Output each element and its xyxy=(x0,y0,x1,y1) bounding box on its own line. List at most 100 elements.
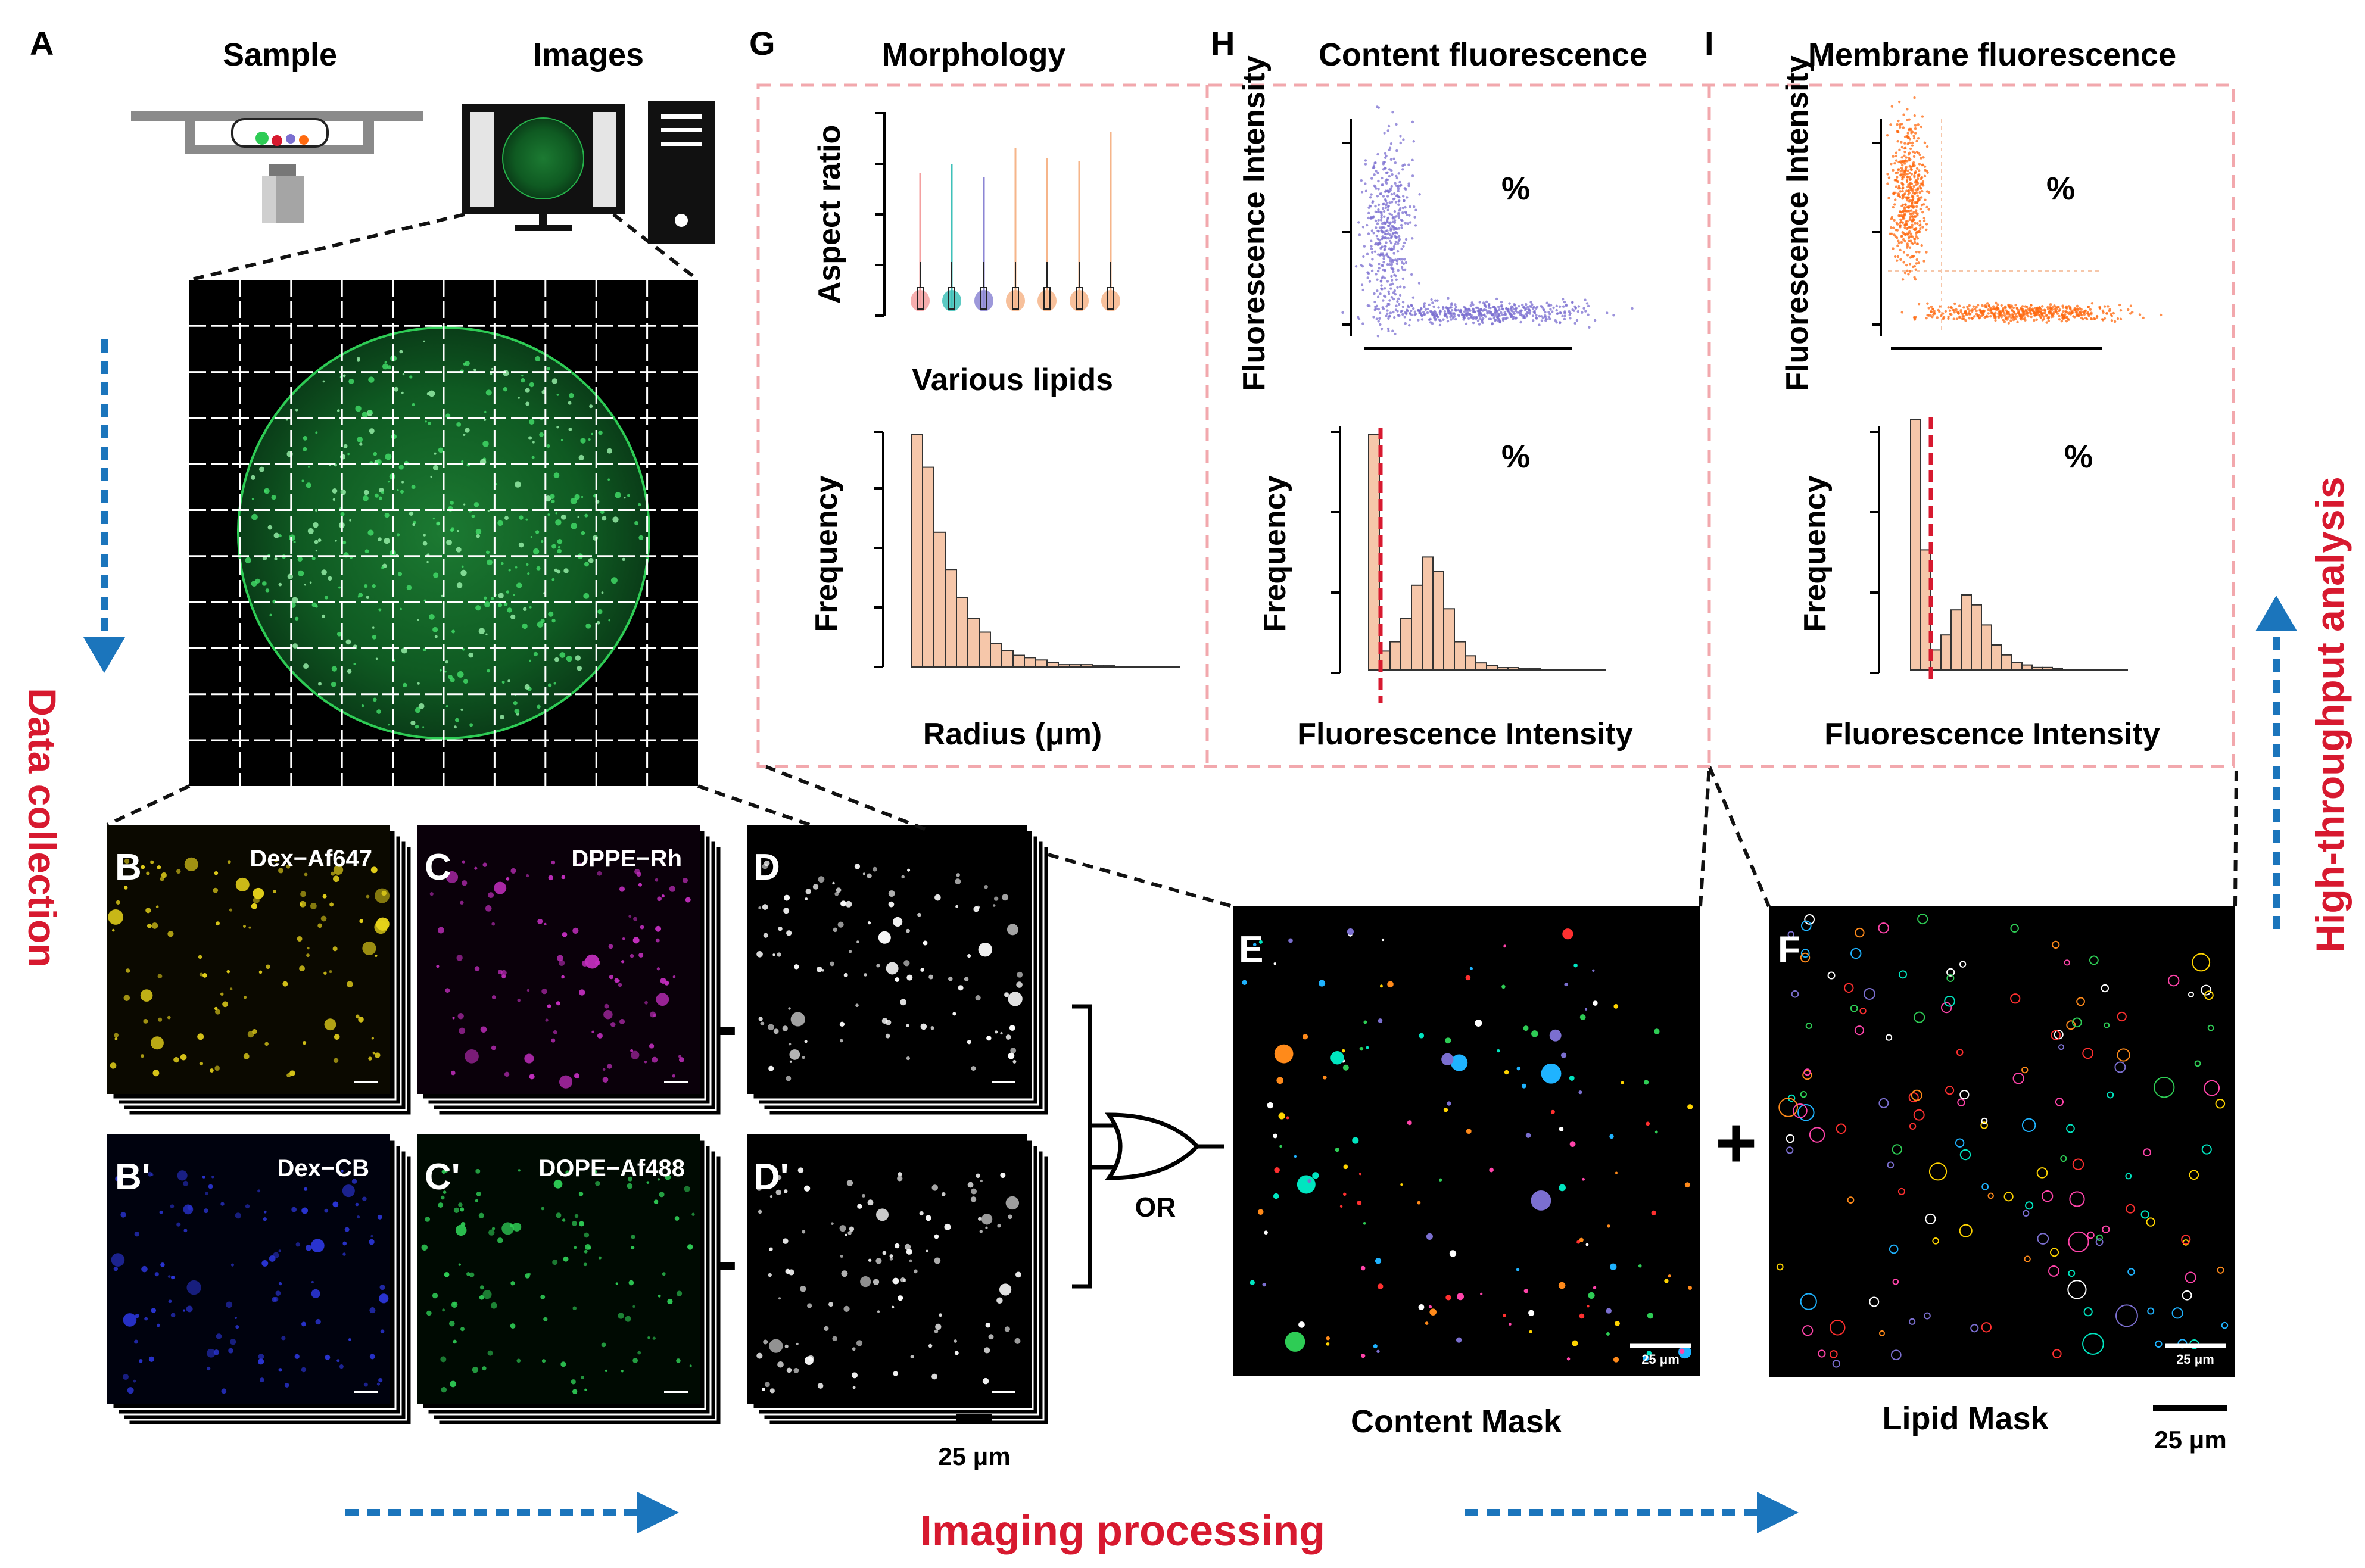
hist-bar xyxy=(1961,594,1972,671)
stack-speckle xyxy=(150,1036,164,1050)
content-blob xyxy=(1549,1029,1562,1042)
speckle xyxy=(460,708,463,712)
speckle xyxy=(340,512,345,516)
scatter-point xyxy=(1437,306,1440,309)
scatter-point xyxy=(1385,241,1388,244)
stack-speckle xyxy=(773,1028,779,1034)
stack-speckle xyxy=(897,1176,903,1182)
lipid-ring xyxy=(2147,1307,2155,1315)
scatter-point xyxy=(1896,180,1899,183)
scatter-point xyxy=(1909,209,1913,212)
scatter-point xyxy=(1549,304,1553,307)
speckle xyxy=(471,514,475,518)
stack-speckle xyxy=(683,877,688,883)
scatter-point xyxy=(1925,251,1928,254)
content-blob xyxy=(1668,1274,1671,1278)
speckle xyxy=(456,582,463,588)
speckle xyxy=(498,593,504,598)
scatter-point xyxy=(1925,317,1928,320)
scatter-point xyxy=(1450,318,1453,321)
scatter-point xyxy=(1915,180,1918,183)
content-blob xyxy=(1469,967,1473,970)
stack-speckle xyxy=(805,897,808,900)
e-scale-label: 25 μm xyxy=(1641,1352,1680,1367)
scatter-point xyxy=(1914,278,1917,281)
stack-speckle xyxy=(786,1367,792,1373)
stack-speckle xyxy=(197,1033,204,1040)
stack-speckle xyxy=(210,1068,214,1073)
stack-speckle xyxy=(804,1185,811,1192)
scatter-point xyxy=(1376,229,1379,232)
content-blob xyxy=(1588,1292,1595,1299)
stack-speckle xyxy=(762,904,768,910)
speckle xyxy=(384,361,387,364)
content-blob xyxy=(1426,1233,1433,1240)
content-blob xyxy=(1357,1201,1362,1205)
stack-speckle xyxy=(559,1075,573,1089)
stack-speckle xyxy=(852,1386,856,1389)
scatter-point xyxy=(1921,163,1924,167)
scatter-point xyxy=(1576,310,1579,313)
scatter-point xyxy=(1387,290,1390,294)
scatter-point xyxy=(1391,110,1394,114)
stack-speckle xyxy=(151,922,158,929)
lipid-ring xyxy=(1803,1068,1811,1076)
panel-label-i: I xyxy=(1705,24,1714,62)
scatter-point xyxy=(1911,144,1914,147)
scatter-point xyxy=(2058,314,2061,317)
hist-bar xyxy=(922,466,934,668)
stack-speckle xyxy=(324,1018,336,1031)
speckle xyxy=(411,485,416,490)
scatter-point xyxy=(1562,305,1565,308)
stack-speckle xyxy=(986,1036,992,1041)
scatter-point xyxy=(1407,184,1410,188)
stack-speckle xyxy=(375,888,390,903)
content-blob xyxy=(1560,1052,1567,1058)
scatter-point xyxy=(1500,301,1503,304)
scatter-point xyxy=(1446,311,1450,314)
stack-speckle xyxy=(355,1202,359,1207)
stack-speckle xyxy=(657,1178,660,1181)
speckle xyxy=(468,652,473,658)
speckle xyxy=(387,481,390,483)
lipid-ring xyxy=(2114,1061,2126,1073)
scatter-point xyxy=(2080,308,2083,311)
scatter-point xyxy=(1565,304,1568,307)
speckle xyxy=(422,726,425,728)
scatter-point xyxy=(1535,316,1538,319)
stack-speckle xyxy=(760,1021,765,1026)
stack-speckle xyxy=(954,1351,959,1355)
lipid-ring xyxy=(1800,952,1811,963)
content-blob xyxy=(1613,1357,1619,1363)
stack-speckle xyxy=(379,1293,389,1304)
stack-speckle xyxy=(157,974,163,979)
scatter-point xyxy=(1922,203,1925,206)
scatter-point xyxy=(1373,250,1377,253)
stack-speckle xyxy=(480,1026,487,1033)
scatter-point xyxy=(1918,185,1921,188)
stack-speckle xyxy=(783,1238,789,1244)
scatter-point xyxy=(1569,312,1572,315)
speckle xyxy=(444,671,447,673)
stack-speckle xyxy=(999,1283,1012,1296)
scatter-point xyxy=(1389,283,1392,286)
scatter-point xyxy=(1989,310,1992,313)
hist-bar xyxy=(1454,641,1466,671)
content-blob xyxy=(1276,1077,1283,1084)
tile-grid xyxy=(189,280,698,786)
speckle xyxy=(423,340,425,342)
scatter-point xyxy=(1987,308,1990,311)
stack-speckle xyxy=(777,1174,782,1180)
scatter-point xyxy=(1540,315,1543,318)
speckle xyxy=(295,616,299,621)
speckle xyxy=(251,513,258,520)
stack-speckle xyxy=(167,1015,171,1020)
scatter-point xyxy=(1414,313,1417,316)
stack-speckle xyxy=(140,1054,144,1058)
scatter-point xyxy=(1911,141,1914,145)
stack-speckle xyxy=(900,1277,905,1283)
scatter-point xyxy=(2003,320,2006,323)
g-title: Morphology xyxy=(882,37,1066,73)
scatter-point xyxy=(1381,306,1384,309)
speckle xyxy=(533,548,540,555)
